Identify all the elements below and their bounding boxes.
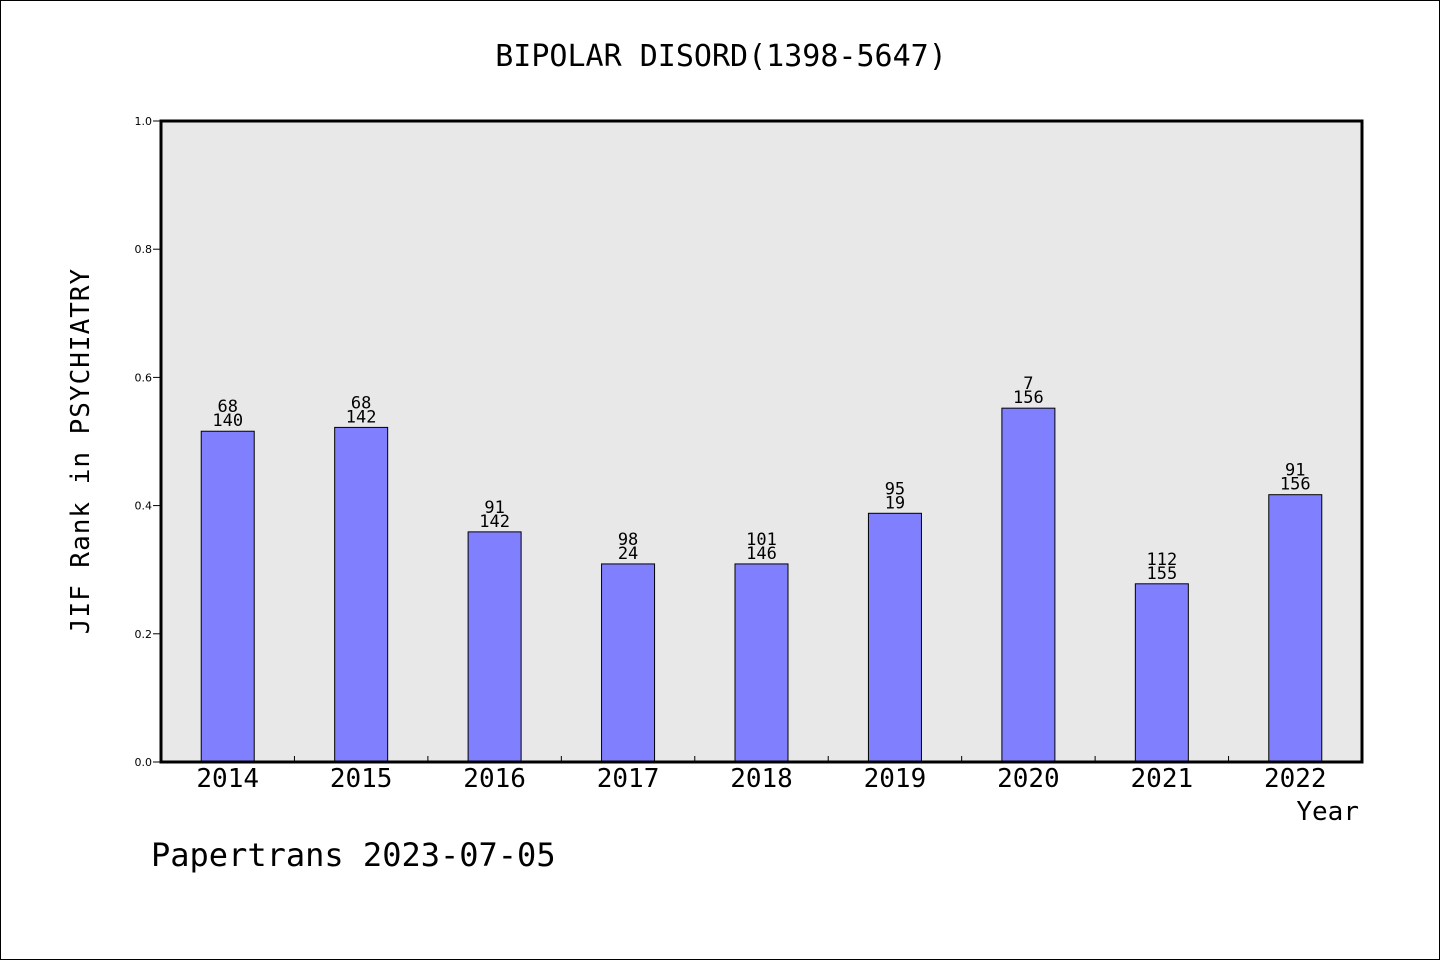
x-tick-label: 2016 [463, 764, 526, 794]
bar-rank-label: 7 [1023, 374, 1033, 394]
x-axis-label: Year [1296, 797, 1359, 827]
bar [1001, 407, 1056, 763]
x-tick-label: 2018 [730, 764, 793, 794]
bar-rank-label: 98 [618, 530, 638, 550]
bar [867, 512, 922, 763]
x-tick-label: 2021 [1131, 764, 1194, 794]
bar-rank-label: 112 [1146, 550, 1177, 570]
bar [734, 563, 789, 763]
bar-rank-label: 95 [885, 479, 905, 499]
bar-total-label: 142 [346, 407, 377, 427]
footer-credit: Papertrans 2023-07-05 [151, 836, 556, 874]
x-tick-label: 2017 [597, 764, 660, 794]
bar-total-label: 155 [1146, 564, 1177, 584]
bar [334, 426, 389, 763]
bar-total-label: 156 [1013, 388, 1044, 408]
bar-rank-label: 68 [351, 393, 371, 413]
bar-total-label: 19 [885, 493, 905, 513]
y-tick-label: 1.0 [135, 115, 153, 128]
chart-title: BIPOLAR DISORD(1398-5647) [495, 39, 947, 74]
bar [1134, 583, 1189, 763]
bar-total-label: 142 [479, 512, 510, 532]
y-tick-label: 0.6 [135, 371, 153, 384]
x-tick-label: 2014 [196, 764, 259, 794]
bar [601, 563, 656, 763]
x-tick-label: 2015 [330, 764, 393, 794]
plot-border [159, 119, 1364, 764]
bar [1268, 494, 1323, 763]
x-tick-label: 2019 [864, 764, 927, 794]
bar-total-label: 24 [618, 544, 638, 564]
bar-total-label: 146 [746, 544, 777, 564]
x-tick-label: 2022 [1264, 764, 1327, 794]
y-tick-label: 0.4 [135, 500, 153, 513]
x-tick-label: 2020 [997, 764, 1060, 794]
y-tick-label: 0.0 [135, 756, 153, 769]
y-tick-label: 0.8 [135, 243, 153, 256]
bar-rank-label: 91 [1285, 461, 1305, 481]
bar-rank-label: 101 [746, 530, 777, 550]
bar [200, 430, 255, 763]
bar-total-label: 140 [212, 411, 243, 431]
y-axis-label: JIF Rank in PSYCHIATRY [66, 267, 96, 635]
y-tick-label: 0.2 [135, 628, 153, 641]
bar-rank-label: 68 [217, 397, 237, 417]
bar-total-label: 156 [1280, 475, 1311, 495]
bar [467, 531, 522, 763]
bar-rank-label: 91 [484, 498, 504, 518]
